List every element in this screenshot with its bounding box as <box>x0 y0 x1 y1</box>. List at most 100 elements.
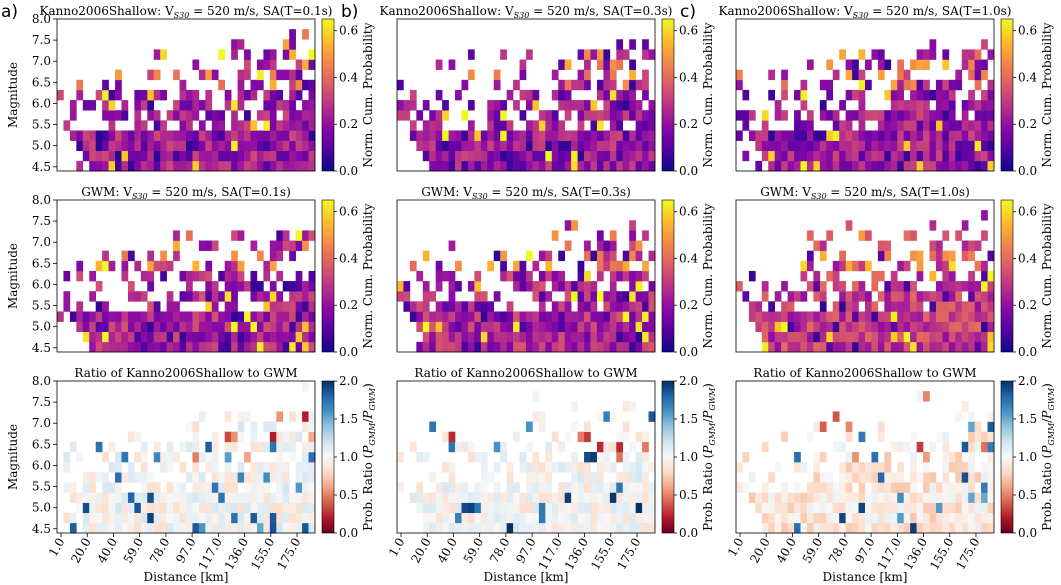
heatmap-cell <box>480 160 488 172</box>
heatmap-cell <box>961 502 969 514</box>
heatmap-cell <box>186 140 193 152</box>
heatmap-cell <box>774 492 782 503</box>
heatmap-cell <box>551 341 559 353</box>
heatmap-cell <box>826 110 834 121</box>
heatmap-cell <box>455 482 462 493</box>
y-tick-label: 7.5 <box>32 395 51 409</box>
heatmap-cell <box>558 79 565 91</box>
heatmap-cell <box>910 79 917 91</box>
heatmap-cell <box>115 451 122 463</box>
heatmap-cell <box>140 150 148 162</box>
heatmap-cell <box>845 260 853 272</box>
heatmap-cell <box>302 120 309 131</box>
heatmap-cell <box>571 281 578 292</box>
heatmap-cell <box>493 341 501 353</box>
heatmap-cell <box>910 140 917 152</box>
heatmap-cell <box>916 79 924 91</box>
heatmap-cell <box>480 451 488 463</box>
heatmap-cell <box>577 69 585 81</box>
heatmap-cell <box>76 311 84 322</box>
heatmap-cell <box>493 250 501 262</box>
y-tick-label: 7.0 <box>32 416 51 430</box>
heatmap-cell <box>308 291 316 302</box>
heatmap-cell <box>276 130 284 141</box>
heatmap-cell <box>596 260 604 272</box>
heatmap-cell <box>584 431 591 443</box>
heatmap-cell <box>826 522 834 534</box>
heatmap-cell <box>545 462 553 473</box>
heatmap-cell <box>108 441 116 453</box>
heatmap-cell <box>231 120 238 131</box>
colorbar-gradient <box>321 380 335 534</box>
heatmap-cell <box>890 321 898 333</box>
heatmap-cell <box>545 140 553 152</box>
heatmap-cell <box>224 492 232 503</box>
heatmap-cell <box>590 321 598 333</box>
heatmap-cell <box>82 502 90 514</box>
heatmap-cell <box>429 311 436 322</box>
heatmap-cell <box>826 341 834 353</box>
heatmap-cell <box>121 472 129 483</box>
heatmap-cell <box>289 301 296 312</box>
heatmap-cell <box>302 492 309 503</box>
heatmap-cell <box>250 472 258 483</box>
heatmap-cell <box>224 411 232 422</box>
heatmap-cell <box>474 512 482 524</box>
heatmap-cell <box>564 431 572 443</box>
heatmap-cell <box>981 512 988 524</box>
heatmap-cell <box>289 331 296 343</box>
heatmap-cell <box>923 311 930 322</box>
heatmap-cell <box>102 331 109 343</box>
heatmap-cell <box>819 421 827 432</box>
heatmap-cell <box>160 260 167 272</box>
heatmap-cell <box>903 230 911 241</box>
heatmap-cell <box>890 160 898 172</box>
x-tick-label: 78.0 <box>487 536 512 566</box>
heatmap-cell <box>538 492 546 503</box>
heatmap-cell <box>564 301 572 312</box>
heatmap-cell <box>186 270 193 282</box>
heatmap-cell <box>974 49 982 60</box>
axes-frame <box>735 380 995 534</box>
heatmap-cell <box>551 230 559 241</box>
heatmap-cell <box>467 522 475 534</box>
heatmap-cell <box>981 210 988 221</box>
heatmap-cell <box>295 311 303 322</box>
heatmap-cell <box>865 130 872 141</box>
heatmap-cell <box>622 250 630 262</box>
heatmap-cell <box>173 341 180 353</box>
heatmap-cell <box>981 89 988 101</box>
heatmap-cell <box>622 472 630 483</box>
heatmap-cell <box>244 321 251 333</box>
heatmap-cell <box>198 160 206 172</box>
colorbar-gradient <box>661 199 675 353</box>
heatmap-cell <box>916 250 924 262</box>
heatmap-cell <box>422 502 430 514</box>
heatmap-cell <box>302 331 309 343</box>
heatmap-cell <box>609 140 617 152</box>
heatmap-cell <box>787 331 795 343</box>
heatmap-cell <box>532 321 540 333</box>
heatmap-cell <box>635 502 643 514</box>
heatmap-cell <box>929 250 937 262</box>
heatmap-cell <box>308 79 316 91</box>
heatmap-cell <box>929 502 937 514</box>
heatmap-cell <box>500 260 507 272</box>
heatmap-cell <box>948 492 956 503</box>
heatmap-cell <box>506 301 514 312</box>
heatmap-cell <box>629 512 636 524</box>
heatmap-cell <box>416 341 424 353</box>
heatmap-cell <box>218 79 225 91</box>
heatmap-cell <box>186 230 193 241</box>
heatmap-cell <box>774 130 782 141</box>
heatmap-cell <box>231 260 238 272</box>
heatmap-cell <box>955 130 963 141</box>
heatmap-cell <box>474 331 482 343</box>
heatmap-cell <box>198 100 206 111</box>
heatmap-cell <box>551 110 559 121</box>
heatmap-cell <box>205 441 213 453</box>
heatmap-cell <box>211 281 219 292</box>
heatmap-cell <box>903 301 911 312</box>
heatmap-cell <box>526 160 533 172</box>
colorbar-tick-label: 2.0 <box>339 374 358 388</box>
